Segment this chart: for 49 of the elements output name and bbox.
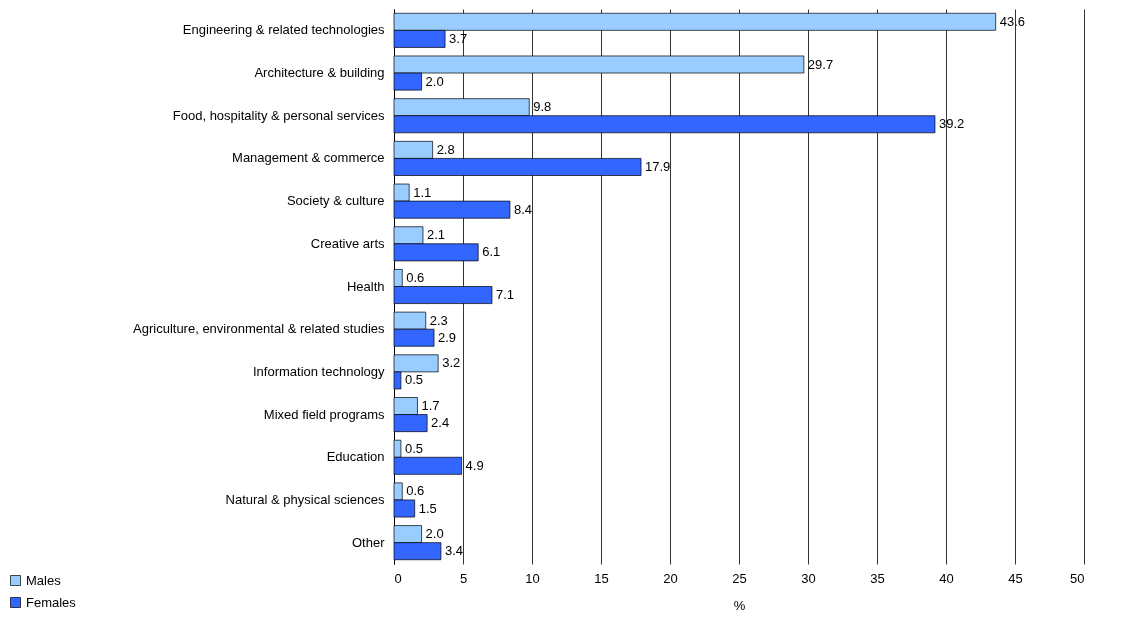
data-label: 1.5 — [418, 500, 437, 516]
data-label: 1.1 — [413, 184, 432, 200]
y-tick-label: Architecture & building — [254, 65, 385, 81]
data-label: 1.7 — [421, 398, 440, 414]
data-label: 2.4 — [431, 415, 450, 431]
x-tick-label: 50 — [1070, 570, 1085, 586]
y-tick-label: Creative arts — [310, 235, 385, 251]
x-tick-label: 40 — [939, 570, 954, 586]
y-tick-label: Management & commerce — [232, 150, 385, 166]
x-tick-label: 25 — [732, 570, 747, 586]
x-tick-label: 20 — [663, 570, 678, 586]
data-label: 0.5 — [404, 440, 423, 456]
x-tick-label: 15 — [594, 570, 609, 586]
data-label: 2.0 — [425, 526, 444, 542]
y-tick-label: Engineering & related technologies — [182, 22, 385, 38]
data-label: 0.6 — [406, 483, 425, 499]
x-tick-label: 30 — [801, 570, 816, 586]
data-label: 2.3 — [429, 312, 448, 328]
data-label: 17.9 — [645, 158, 671, 174]
y-tick-label: Other — [351, 534, 386, 550]
data-label: 2.1 — [426, 227, 446, 243]
data-label: 7.1 — [495, 287, 515, 303]
data-label: 2.0 — [425, 73, 444, 89]
data-label: 8.4 — [513, 201, 532, 217]
data-label: 2.9 — [438, 329, 457, 345]
y-tick-label: Natural & physical sciences — [225, 491, 385, 507]
y-tick-label: Information technology — [252, 363, 385, 379]
legend-label: Females — [26, 594, 77, 610]
y-tick-label: Mixed field programs — [263, 406, 385, 422]
x-tick-label: 10 — [525, 570, 540, 586]
y-tick-label: Health — [346, 278, 385, 294]
data-label: 0.5 — [404, 372, 423, 388]
data-label: 4.9 — [465, 457, 484, 473]
x-tick-label: 35 — [870, 570, 885, 586]
y-tick-label: Agriculture, environmental & related studies — [133, 321, 385, 337]
y-tick-label: Food, hospitality & personal services — [172, 107, 385, 123]
data-label: 9.8 — [533, 99, 552, 115]
x-axis-title: % — [733, 597, 746, 613]
x-tick-label: 0 — [394, 570, 402, 586]
x-tick-label: 45 — [1008, 570, 1023, 586]
data-label: 3.4 — [444, 543, 463, 559]
y-tick-label: Society & culture — [286, 193, 385, 209]
data-label: 2.8 — [436, 141, 455, 157]
legend-label: Males — [26, 572, 62, 588]
data-label: 0.6 — [406, 269, 425, 285]
data-label: 3.2 — [442, 355, 461, 371]
x-tick-label: 5 — [459, 570, 468, 586]
data-label: 6.1 — [482, 244, 501, 260]
y-tick-label: Education — [326, 449, 385, 465]
